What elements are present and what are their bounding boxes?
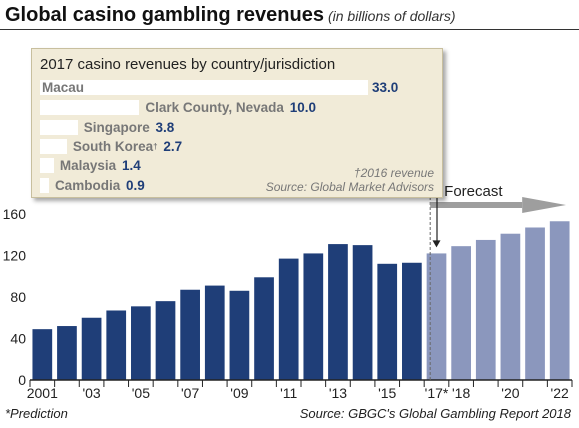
inset-bar: [40, 139, 67, 154]
bar-2013: [328, 244, 348, 380]
inset-row-label: Singapore 3.8: [83, 120, 175, 135]
inset-bar: [40, 158, 54, 173]
inset-row-value: 2.7: [163, 139, 183, 154]
bar-2011: [278, 258, 299, 380]
title-text: Global casino gambling revenues: [5, 4, 324, 26]
bar-2006: [155, 301, 176, 380]
forecast-arrow-head: [522, 197, 566, 213]
connector-arrowhead: [432, 240, 441, 248]
inset-bar: [40, 178, 49, 193]
y-tick-label-3: 120: [3, 248, 27, 264]
bar-2008: [204, 285, 225, 380]
chart-title: Global casino gambling revenues (in billi…: [5, 2, 456, 28]
bar-2021: [525, 227, 545, 380]
x-tick-label-2013: '13: [329, 385, 347, 401]
inset-row-label: Malaysia 1.4: [59, 158, 141, 173]
x-tick-label-2001: 2001: [27, 385, 58, 401]
bars: [32, 221, 570, 380]
inset-note-source: Source: Global Market Advisors: [265, 180, 434, 194]
y-tick-label-2: 80: [10, 289, 26, 305]
bar-2003: [81, 317, 102, 380]
inset-row-value: 3.8: [155, 120, 175, 135]
inset-panel: 2017 casino revenues by country/jurisdic…: [31, 48, 443, 198]
bar-2002: [57, 326, 77, 380]
x-tick-label-2009: '09: [230, 385, 248, 401]
y-tick-label-0: 0: [18, 372, 26, 388]
bar-2019: [475, 239, 496, 380]
inset-row-label: Cambodia 0.9: [54, 178, 145, 193]
x-tick-label-2017: '17*: [425, 385, 449, 401]
forecast-label: Forecast: [444, 183, 503, 200]
title-rule: [0, 29, 579, 30]
x-axis: 2001 '03 '05 '07 '09 '11 '13 '15 '17* '18 '20 '22: [27, 379, 573, 401]
forecast-arrow-shaft: [430, 202, 523, 208]
bar-2009: [229, 290, 250, 380]
bar-2001: [32, 329, 53, 380]
inset-row-value: 0.9: [125, 178, 145, 193]
footnote: *Prediction: [5, 406, 68, 421]
inset-row-footnote-mark: †: [153, 142, 158, 151]
inset-title: 2017 casino revenues by country/jurisdic…: [40, 56, 336, 73]
x-tick-label-2007: '07: [181, 385, 199, 401]
bar-2014: [352, 245, 373, 380]
bar-2005: [131, 306, 151, 380]
bar-2015: [377, 263, 398, 380]
x-tick-label-2018: '18: [452, 385, 470, 401]
bar-2017: [426, 253, 447, 380]
inset-bar: [40, 80, 368, 95]
inset-row-value: 33.0: [372, 80, 399, 95]
inset-row-label: Macau: [42, 80, 85, 95]
source-note: Source: GBGC's Global Gambling Report 20…: [299, 406, 571, 421]
x-tick-label-2022: '22: [551, 385, 569, 401]
x-tick-label-2011: '11: [280, 385, 297, 401]
bar-2004: [106, 310, 127, 380]
bar-2016: [402, 262, 422, 380]
bar-2020: [500, 233, 521, 380]
inset-note-revenue: †2016 revenue: [353, 166, 434, 180]
inset-row-label: Clark County, Nevada 10.0: [145, 100, 316, 115]
x-tick-label-2003: '03: [82, 385, 100, 401]
inset-note: †2016 revenue Source: Global Market Advi…: [266, 166, 434, 194]
inset-bar: [40, 120, 78, 135]
bar-2012: [303, 253, 324, 380]
bar-2010: [254, 277, 274, 380]
inset-row-label: South Korea† 2.7: [72, 139, 183, 154]
subtitle-text: (in billions of dollars): [327, 8, 456, 24]
x-tick-label-2005: '05: [132, 385, 150, 401]
bar-2018: [451, 246, 471, 380]
inset-bar: [40, 100, 140, 115]
y-axis: 0 40 80 120 160: [3, 206, 27, 388]
x-tick-label-2015: '15: [378, 385, 396, 401]
bar-2007: [180, 289, 200, 380]
y-tick-label-1: 40: [10, 331, 26, 347]
inset-row-value: 10.0: [289, 100, 316, 115]
x-tick-label-2020: '20: [501, 385, 519, 401]
inset-row-value: 1.4: [121, 158, 141, 173]
y-tick-label-4: 160: [3, 206, 27, 222]
forecast-indicator: Forecast: [429, 183, 566, 380]
bar-2022: [549, 221, 570, 380]
